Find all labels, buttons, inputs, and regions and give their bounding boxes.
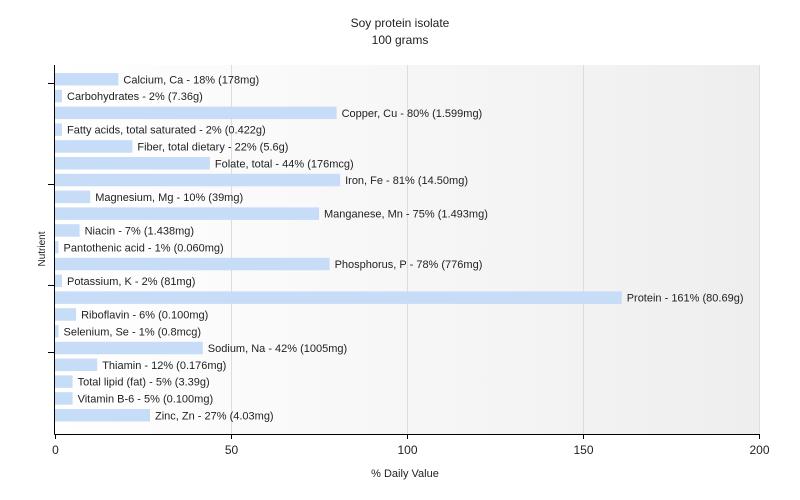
- bar-label: Zinc, Zn - 27% (4.03mg): [155, 410, 274, 422]
- bar: [55, 308, 77, 321]
- x-tick-label: 150: [573, 443, 593, 457]
- bar-label: Folate, total - 44% (176mcg): [215, 158, 354, 170]
- bar-label: Fatty acids, total saturated - 2% (0.422…: [67, 125, 266, 137]
- bar: [55, 325, 59, 338]
- bar: [55, 341, 203, 355]
- bar-label: Manganese, Mn - 75% (1.493mg): [324, 209, 488, 221]
- bar: [55, 123, 62, 136]
- bar-label: Niacin - 7% (1.438mg): [85, 226, 194, 238]
- bar-label: Protein - 161% (80.69g): [627, 293, 744, 305]
- bar-label: Pantothenic acid - 1% (0.060mg): [64, 242, 224, 254]
- bar-label: Potassium, K - 2% (81mg): [67, 276, 195, 288]
- bar-label: Total lipid (fat) - 5% (3.39g): [78, 377, 210, 389]
- bar-label: Vitamin B-6 - 5% (0.100mg): [78, 393, 214, 405]
- bar: [55, 274, 62, 288]
- bar: [55, 409, 150, 422]
- bar: [55, 291, 622, 304]
- bar-label: Iron, Fe - 81% (14.50mg): [345, 175, 468, 187]
- x-tick-label: 100: [397, 443, 417, 457]
- x-tick-label: 50: [225, 443, 239, 457]
- bar-label: Copper, Cu - 80% (1.599mg): [342, 108, 483, 120]
- chart-title: Soy protein isolate: [350, 16, 450, 30]
- bar-label: Fiber, total dietary - 22% (5.6g): [137, 141, 288, 153]
- bar-label: Riboflavin - 6% (0.100mg): [81, 310, 208, 322]
- bar: [55, 157, 210, 170]
- bar: [55, 392, 73, 405]
- bar: [55, 358, 98, 372]
- bar-label: Magnesium, Mg - 10% (39mg): [95, 192, 243, 204]
- bar: [55, 224, 80, 237]
- x-axis-label: % Daily Value: [371, 468, 439, 480]
- bar-label: Selenium, Se - 1% (0.8mcg): [64, 326, 202, 338]
- bar: [55, 241, 59, 254]
- y-axis-label: Nutrient: [37, 231, 48, 266]
- bar: [55, 207, 319, 220]
- chart-subtitle: 100 grams: [371, 33, 429, 47]
- bar: [55, 257, 330, 271]
- bar: [55, 173, 341, 187]
- bar-label: Thiamin - 12% (0.176mg): [102, 360, 226, 372]
- bar-label: Carbohydrates - 2% (7.36g): [67, 91, 203, 103]
- bar: [55, 190, 91, 204]
- x-tick-label: 200: [749, 443, 769, 457]
- bar: [55, 140, 133, 153]
- bar: [55, 89, 62, 103]
- x-tick-label: 0: [52, 443, 59, 457]
- bar-label: Calcium, Ca - 18% (178mg): [123, 74, 259, 86]
- bar: [55, 106, 337, 120]
- bar: [55, 375, 73, 388]
- bar-label: Sodium, Na - 42% (1005mg): [208, 343, 347, 355]
- bar: [55, 73, 119, 86]
- bar-label: Phosphorus, P - 78% (776mg): [335, 259, 483, 271]
